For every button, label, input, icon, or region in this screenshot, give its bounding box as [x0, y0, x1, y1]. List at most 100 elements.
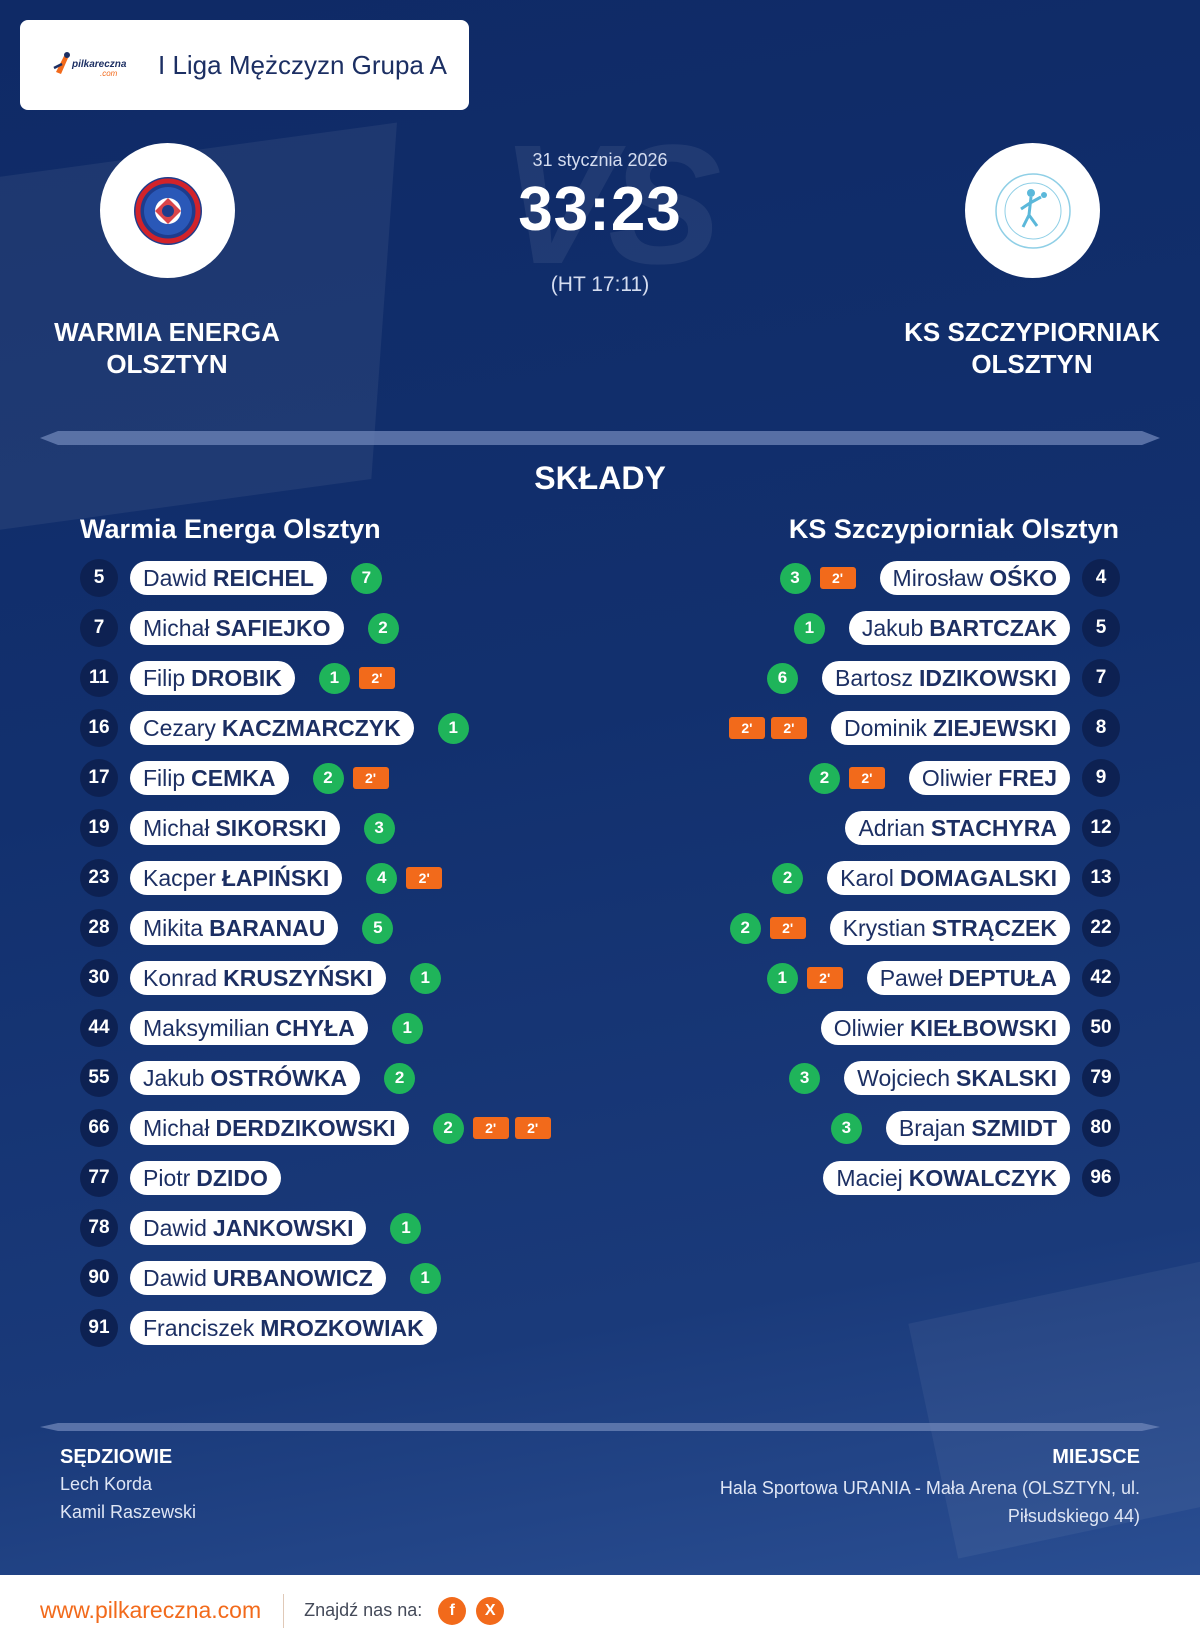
- follow-label: Znajdź nas na:: [304, 1600, 423, 1620]
- player-first-name: Dominik: [843, 714, 928, 741]
- goals-badge: 1: [766, 962, 798, 994]
- goals-badge: 1: [391, 1012, 423, 1044]
- player-first-name: Mirosław: [892, 564, 984, 591]
- shirt-number: 44: [80, 1009, 118, 1047]
- player-name: Dawid JANKOWSKI: [130, 1211, 367, 1245]
- facebook-icon[interactable]: f: [438, 1596, 467, 1625]
- shirt-number: 13: [1082, 859, 1120, 897]
- goals-badge: 2: [384, 1062, 416, 1094]
- player-first-name: Dawid: [143, 1264, 207, 1291]
- shirt-number: 5: [80, 559, 118, 597]
- player-first-name: Paweł: [879, 964, 943, 991]
- home-team-name: WARMIA ENERGA OLSZTYN: [54, 317, 280, 379]
- player-row: 2 2' Oliwier FREJ 9: [600, 759, 1120, 797]
- player-name: Bartosz IDZIKOWSKI: [822, 661, 1070, 695]
- goals-badge: 3: [779, 562, 811, 594]
- goals-badge: 3: [830, 1112, 862, 1144]
- player-stats: 3: [830, 1112, 862, 1144]
- suspension-badge: 2': [819, 567, 856, 589]
- player-first-name: Bartosz: [835, 664, 913, 691]
- player-row: 90 Dawid URBANOWICZ 1: [80, 1259, 600, 1297]
- player-name: Oliwier FREJ: [908, 761, 1070, 795]
- player-last-name: DEPTUŁA: [948, 964, 1057, 991]
- player-last-name: DZIDO: [196, 1164, 268, 1191]
- player-row: 2 2' Krystian STRĄCZEK 22: [600, 909, 1120, 947]
- player-first-name: Filip: [143, 764, 186, 791]
- player-first-name: Adrian: [858, 814, 925, 841]
- player-stats: 1: [390, 1212, 422, 1244]
- player-name: Piotr DZIDO: [130, 1161, 281, 1195]
- player-stats: 1 2': [318, 662, 395, 694]
- shirt-number: 50: [1082, 1009, 1120, 1047]
- goals-badge: 1: [793, 612, 825, 644]
- player-last-name: CEMKA: [191, 764, 276, 791]
- player-stats: 3: [789, 1062, 821, 1094]
- player-first-name: Michał: [143, 614, 210, 641]
- player-name: Brajan SZMIDT: [885, 1111, 1070, 1145]
- player-first-name: Wojciech: [857, 1064, 951, 1091]
- away-team-name: KS SZCZYPIORNIAK OLSZTYN: [904, 317, 1160, 379]
- player-first-name: Oliwier: [833, 1014, 905, 1041]
- goals-badge: 3: [363, 812, 395, 844]
- player-first-name: Mikita: [143, 914, 204, 941]
- player-row: Oliwier KIEŁBOWSKI 50: [600, 1009, 1120, 1047]
- shirt-number: 22: [1082, 909, 1120, 947]
- shirt-number: 30: [80, 959, 118, 997]
- player-first-name: Franciszek: [143, 1314, 255, 1341]
- player-first-name: Maciej: [836, 1164, 903, 1191]
- suspension-badge: 2': [770, 717, 807, 739]
- player-first-name: Oliwier: [921, 764, 993, 791]
- referee-name: Lech Korda: [60, 1474, 153, 1494]
- player-stats: 5: [362, 912, 394, 944]
- suspension-badge: 2': [728, 717, 765, 739]
- suspension-badge: 2': [514, 1117, 551, 1139]
- ks-szczypiorniak-crest-icon: [994, 172, 1071, 249]
- shirt-number: 55: [80, 1059, 118, 1097]
- player-stats: 1: [793, 612, 825, 644]
- suspension-badge: 2': [806, 967, 843, 989]
- match-date: 31 stycznia 2026: [532, 150, 668, 170]
- player-row: 16 Cezary KACZMARCZYK 1: [80, 709, 600, 747]
- goals-badge: 2: [808, 762, 840, 794]
- player-last-name: SZMIDT: [971, 1114, 1057, 1141]
- goals-badge: 3: [789, 1062, 821, 1094]
- website-link[interactable]: www.pilkareczna.com: [40, 1597, 262, 1623]
- goals-badge: 2: [432, 1112, 464, 1144]
- player-last-name: URBANOWICZ: [212, 1264, 373, 1291]
- goals-badge: 1: [437, 712, 469, 744]
- player-last-name: JANKOWSKI: [212, 1214, 354, 1241]
- player-name: Dawid URBANOWICZ: [130, 1261, 386, 1295]
- shirt-number: 80: [1082, 1109, 1120, 1147]
- player-row: 17 Filip CEMKA 2 2': [80, 759, 600, 797]
- shirt-number: 96: [1082, 1159, 1120, 1197]
- player-stats: 1: [391, 1012, 423, 1044]
- player-last-name: SAFIEJKO: [215, 614, 331, 641]
- player-first-name: Dawid: [143, 1214, 207, 1241]
- goals-badge: 2: [367, 612, 399, 644]
- player-row: 3 2' Mirosław OŚKO 4: [600, 559, 1120, 597]
- player-row: 3 Wojciech SKALSKI 79: [600, 1059, 1120, 1097]
- player-stats: 6: [767, 662, 799, 694]
- x-icon[interactable]: X: [476, 1596, 505, 1625]
- suspension-badge: 2': [848, 767, 885, 789]
- player-row: 55 Jakub OSTRÓWKA 2: [80, 1059, 600, 1097]
- player-first-name: Maksymilian: [143, 1014, 270, 1041]
- player-last-name: KIEŁBOWSKI: [910, 1014, 1057, 1041]
- suspension-badge: 2': [352, 767, 389, 789]
- player-last-name: MROZKOWIAK: [260, 1314, 424, 1341]
- final-score: 33:23: [518, 175, 682, 244]
- league-header: pilkareczna .com I Liga Mężczyzn Grupa A: [20, 20, 469, 110]
- player-row: 44 Maksymilian CHYŁA 1: [80, 1009, 600, 1047]
- shirt-number: 91: [80, 1309, 118, 1347]
- player-name: Mirosław OŚKO: [879, 561, 1070, 595]
- player-row: 28 Mikita BARANAU 5: [80, 909, 600, 947]
- shirt-number: 78: [80, 1209, 118, 1247]
- suspension-badge: 2': [769, 917, 806, 939]
- goals-badge: 4: [366, 862, 398, 894]
- player-stats: 7: [350, 562, 382, 594]
- player-name: Filip CEMKA: [130, 761, 289, 795]
- away-roster: 3 2' Mirosław OŚKO 4 1 Jakub BARTCZAK 5 6 Bartosz I…: [600, 559, 1120, 1210]
- player-name: Filip DROBIK: [130, 661, 295, 695]
- player-row: Adrian STACHYRA 12: [600, 809, 1120, 847]
- player-name: Adrian STACHYRA: [845, 811, 1070, 845]
